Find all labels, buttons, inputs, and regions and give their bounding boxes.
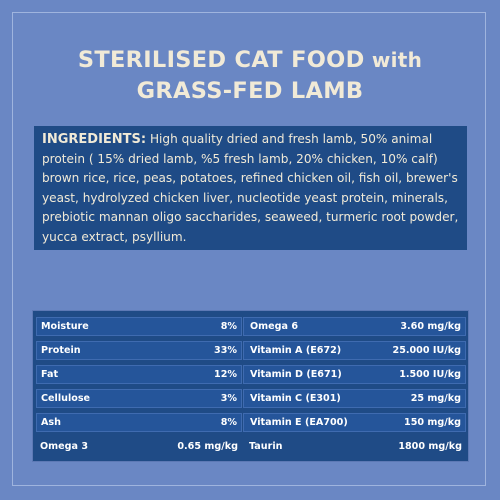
nutrient-name: Fat [41, 369, 59, 380]
nutrition-row-ash: Ash 8% [36, 413, 242, 432]
nutrient-value: 3% [220, 393, 237, 404]
nutrition-column-left: Moisture 8% Protein 33% Fat 12% Cellulose 3%… [36, 317, 242, 461]
nutrition-row-vitamin-a: Vitamin A (E672) 25.000 IU/kg [243, 341, 466, 360]
nutrient-name: Vitamin A (E672) [250, 345, 342, 356]
border-frame [12, 12, 486, 486]
nutrient-value: 150 mg/kg [404, 417, 461, 428]
nutrition-row-omega-3: Omega 3 0.65 mg/kg [36, 437, 242, 456]
nutrient-name: Cellulose [41, 393, 91, 404]
title-line-2: GRASS-FED LAMB [136, 78, 364, 104]
nutrition-row-cellulose: Cellulose 3% [36, 389, 242, 408]
nutrient-value: 8% [220, 321, 237, 332]
nutrition-column-right: Omega 6 3.60 mg/kg Vitamin A (E672) 25.000… [243, 317, 466, 461]
nutrient-value: 3.60 mg/kg [400, 321, 461, 332]
nutrition-row-protein: Protein 33% [36, 341, 242, 360]
product-title: STERILISED CAT FOOD with GRASS-FED LAMB [0, 45, 500, 107]
title-main: STERILISED CAT FOOD [77, 47, 365, 73]
nutrient-name: Protein [41, 345, 81, 356]
nutrient-value: 1800 mg/kg [398, 441, 462, 452]
nutrient-name: Taurin [249, 441, 283, 452]
nutrient-name: Vitamin C (E301) [250, 393, 341, 404]
title-with: with [364, 48, 423, 72]
nutrient-value: 1.500 IU/kg [399, 369, 461, 380]
nutrition-row-omega-6: Omega 6 3.60 mg/kg [243, 317, 466, 336]
nutrient-value: 25 mg/kg [410, 393, 461, 404]
nutrition-row-vitamin-d: Vitamin D (E671) 1.500 IU/kg [243, 365, 466, 384]
nutrient-value: 8% [220, 417, 237, 428]
title-line-1: STERILISED CAT FOOD with [0, 45, 500, 76]
nutrient-value: 25.000 IU/kg [392, 345, 461, 356]
nutrient-name: Vitamin E (EA700) [250, 417, 348, 428]
nutrient-value: 33% [214, 345, 237, 356]
nutrition-row-vitamin-e: Vitamin E (EA700) 150 mg/kg [243, 413, 466, 432]
ingredients-label: INGREDIENTS: [42, 132, 147, 147]
nutrition-row-vitamin-c: Vitamin C (E301) 25 mg/kg [243, 389, 466, 408]
ingredients-box: INGREDIENTS: High quality dried and fres… [34, 126, 467, 250]
nutrient-name: Omega 3 [40, 441, 89, 452]
nutrition-row-taurin: Taurin 1800 mg/kg [243, 437, 466, 456]
nutrition-table: Moisture 8% Protein 33% Fat 12% Cellulose 3%… [32, 310, 469, 462]
ingredients-text: High quality dried and fresh lamb, 50% a… [42, 132, 459, 244]
nutrient-name: Ash [41, 417, 61, 428]
nutrient-name: Moisture [41, 321, 89, 332]
nutrient-value: 12% [214, 369, 237, 380]
nutrition-row-fat: Fat 12% [36, 365, 242, 384]
nutrient-name: Omega 6 [250, 321, 299, 332]
nutrient-name: Vitamin D (E671) [250, 369, 342, 380]
nutrient-value: 0.65 mg/kg [177, 441, 238, 452]
nutrition-row-moisture: Moisture 8% [36, 317, 242, 336]
